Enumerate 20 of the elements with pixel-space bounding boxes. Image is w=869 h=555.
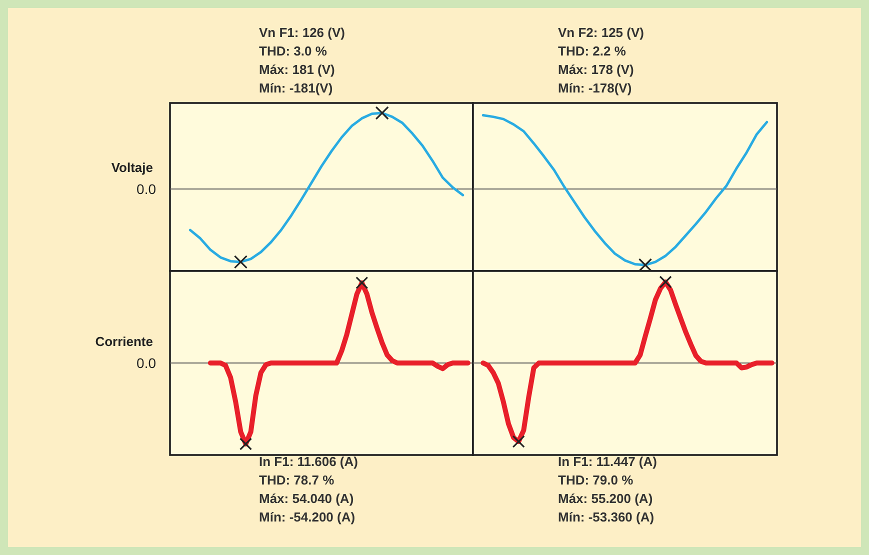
text: In F1: 11.606 (A) — [259, 454, 358, 469]
text: THD: 2.2 % — [558, 44, 626, 58]
text: In F1: 11.447 (A) — [558, 454, 657, 469]
text: Mín: -178(V) — [558, 80, 632, 96]
y-axis-title: Corriente — [95, 334, 153, 349]
text: 0.0 — [136, 180, 156, 197]
text: 0.0 — [136, 354, 156, 371]
text: THD: 78.7 % — [259, 472, 335, 488]
y-axis-title: Voltaje — [111, 160, 153, 175]
text: Mín: -53.360 (A) — [558, 510, 654, 524]
text: Mín: -54.200 (A) — [259, 510, 356, 524]
text: Máx: 181 (V) — [259, 62, 335, 77]
text: Máx: 54.040 (A) — [259, 491, 354, 506]
text: Mín: -181(V) — [259, 80, 333, 96]
text: Vn F2: 125 (V) — [558, 25, 644, 40]
text: Máx: 55.200 (A) — [558, 491, 653, 506]
text: THD: 79.0 % — [558, 472, 634, 488]
text: Vn F1: 126 (V) — [259, 25, 345, 40]
text: THD: 3.0 % — [259, 44, 328, 58]
text: Máx: 178 (V) — [558, 62, 634, 77]
